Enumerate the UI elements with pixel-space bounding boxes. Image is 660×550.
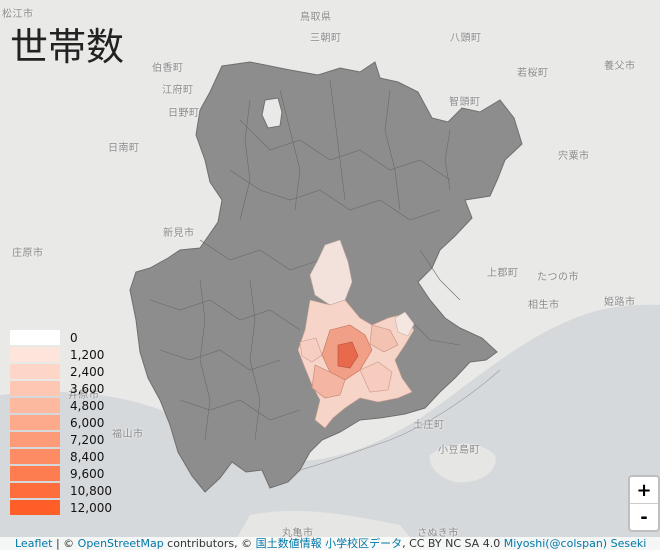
legend-swatch	[10, 364, 60, 379]
city-label: 養父市	[604, 61, 636, 72]
legend-swatch	[10, 381, 60, 396]
attribution-text: , CC BY NC SA 4.0	[402, 537, 504, 550]
choropleth-highlight[interactable]	[297, 239, 415, 429]
city-label: 相生市	[528, 300, 560, 311]
city-label: 鳥取県	[300, 12, 332, 23]
zoom-out-button[interactable]: -	[630, 503, 658, 530]
legend-entry: 4,800	[10, 397, 112, 414]
city-label: 丸亀市	[282, 528, 314, 539]
osm-link[interactable]: OpenStreetMap	[77, 537, 164, 550]
legend-entry: 1,200	[10, 346, 112, 363]
legend-entry: 9,600	[10, 465, 112, 482]
district-boundaries	[149, 79, 461, 441]
city-label: たつの市	[537, 272, 579, 283]
legend-label: 6,000	[70, 415, 105, 430]
author-link[interactable]: Miyoshi(@colspan) Seseki	[503, 537, 647, 550]
legend-label: 2,400	[70, 364, 105, 379]
legend-swatch	[10, 415, 60, 430]
legend-entry: 8,400	[10, 448, 112, 465]
city-label: 松江市	[2, 9, 34, 20]
city-label: 福山市	[112, 429, 144, 440]
city-label: 江府町	[162, 85, 194, 96]
city-label: 宍粟市	[558, 151, 590, 162]
legend-label: 1,200	[70, 347, 105, 362]
legend-entry: 7,200	[10, 431, 112, 448]
legend-swatch	[10, 466, 60, 481]
city-label: 三朝町	[310, 33, 342, 44]
legend-entry: 6,000	[10, 414, 112, 431]
zoom-in-button[interactable]: +	[636, 479, 652, 501]
city-label: 伯香町	[152, 63, 184, 74]
legend-label: 7,200	[70, 432, 105, 447]
city-label: 庄原市	[12, 248, 44, 259]
attribution: Leaflet | © OpenStreetMap contributors, …	[0, 537, 660, 550]
legend-label: 8,400	[70, 449, 105, 464]
city-label: 井原市	[68, 390, 100, 401]
city-label: 日野町	[168, 108, 200, 119]
coastline	[299, 369, 501, 471]
city-label: 日南町	[108, 143, 140, 154]
legend-label: 9,600	[70, 466, 105, 481]
legend-entry: 12,000	[10, 499, 112, 516]
city-label: 小豆島町	[438, 445, 480, 456]
legend-swatch	[10, 432, 60, 447]
city-label: 八頭町	[450, 33, 482, 44]
legend-entry: 0	[10, 329, 112, 346]
legend-swatch	[10, 347, 60, 362]
legend-entry: 10,800	[10, 482, 112, 499]
legend: 0 1,200 2,400 3,600 4,800 6,000 7,200 8	[10, 329, 112, 516]
legend-entry: 3,600	[10, 380, 112, 397]
legend-label: 12,000	[70, 500, 112, 515]
legend-swatch	[10, 330, 60, 345]
sea-area	[0, 304, 660, 550]
legend-swatch	[10, 449, 60, 464]
region-gap	[261, 97, 283, 129]
map-title: 世帯数	[10, 25, 125, 69]
city-label: 智頭町	[449, 97, 481, 108]
attribution-text: contributors, ©	[163, 537, 256, 550]
legend-label: 4,800	[70, 398, 105, 413]
city-label: 姫路市	[604, 297, 636, 308]
city-label: さぬき市	[417, 528, 459, 539]
legend-label: 3,600	[70, 381, 105, 396]
legend-swatch	[10, 483, 60, 498]
attribution-text: | ©	[52, 537, 78, 550]
kokudo-link[interactable]: 国土数値情報 小学校区データ	[255, 537, 403, 550]
legend-swatch	[10, 398, 60, 413]
zoom-control: + -	[628, 475, 660, 532]
legend-label: 0	[70, 330, 78, 345]
city-label: 新見市	[163, 228, 195, 239]
leaflet-link[interactable]: Leaflet	[15, 537, 53, 550]
city-label: 上郡町	[487, 268, 519, 279]
city-label: 土庄町	[413, 420, 445, 431]
island	[429, 443, 496, 483]
legend-swatch	[10, 500, 60, 515]
legend-entry: 2,400	[10, 363, 112, 380]
legend-label: 10,800	[70, 483, 112, 498]
city-label: 若桜町	[517, 68, 549, 79]
